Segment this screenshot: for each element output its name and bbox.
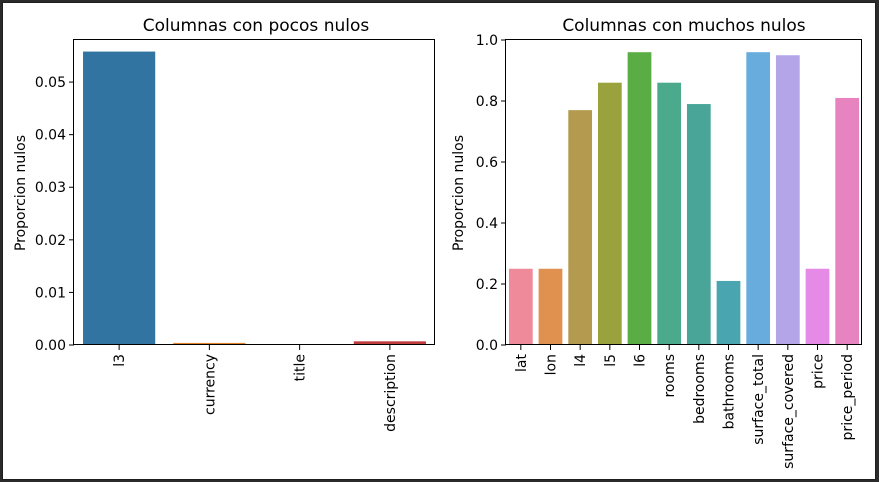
chart-right-ytick-label: 0.2	[476, 277, 498, 293]
chart-right-title: Columnas con muchos nulos	[562, 16, 805, 36]
chart-right-ytick-label: 0.4	[476, 216, 498, 232]
chart-left-ytick-label: 0.03	[35, 180, 66, 196]
chart-left-xticks: l3 currency title description	[112, 345, 399, 432]
chart-right-ytick-label: 0.6	[476, 155, 498, 171]
chart-left-bars	[83, 51, 426, 345]
chart-right-xtick-label: surface_covered	[781, 354, 797, 469]
figure-canvas: Columnas con pocos nulos Proporcion nulo…	[13, 16, 862, 469]
chart-right-bar-l6	[627, 52, 652, 345]
chart-left-xtick-label: description	[383, 354, 399, 432]
chart-right-bars	[508, 52, 860, 346]
chart-right-xtick-label: rooms	[662, 354, 678, 398]
chart-left-bar-currency	[173, 342, 246, 345]
chart-right-xtick-label: lon	[544, 354, 560, 375]
chart-left-ylabel: Proporcion nulos	[13, 135, 29, 251]
chart-right-xtick-label: l6	[633, 354, 649, 367]
chart-right-xtick-label: l5	[603, 354, 619, 367]
chart-left-xtick-label: title	[293, 354, 309, 381]
chart-right-bar-bedrooms	[686, 104, 711, 345]
chart-right-xtick-label: surface_total	[751, 354, 767, 445]
chart-right-ytick-label: 1.0	[476, 33, 498, 49]
chart-right-yticks: 0.0 0.2 0.4 0.6 0.8 1.0	[476, 33, 506, 354]
chart-left-ytick-label: 0.00	[35, 338, 66, 354]
chart-right-bar-price	[805, 268, 830, 345]
chart-right-bar-bathrooms	[716, 280, 741, 345]
chart-left-bar-l3	[83, 51, 156, 345]
chart-right-bar-rooms	[657, 82, 682, 345]
chart-right: Columnas con muchos nulos Proporcion nul…	[451, 16, 862, 469]
chart-right-frame	[505, 39, 862, 345]
chart-right-ytick-label: 0.0	[476, 338, 498, 354]
chart-right-bar-l4	[568, 110, 593, 346]
chart-right-bar-surface-total	[746, 52, 771, 345]
chart-right-xtick-label: bedrooms	[692, 354, 708, 424]
chart-left-yticks: 0.00 0.01 0.02 0.03 0.04 0.05	[35, 75, 74, 354]
chart-right-xtick-label: price_period	[840, 354, 856, 440]
chart-left: Columnas con pocos nulos Proporcion nulo…	[13, 16, 435, 432]
chart-right-ylabel: Proporcion nulos	[451, 135, 467, 251]
chart-left-ytick-label: 0.04	[35, 128, 66, 144]
chart-right-xtick-label: l4	[573, 354, 589, 367]
chart-right-bar-l5	[597, 82, 622, 345]
chart-left-ytick-label: 0.05	[35, 75, 66, 91]
chart-left-bar-description	[353, 341, 426, 345]
chart-right-xtick-label: lat	[514, 354, 530, 372]
chart-left-ytick-label: 0.01	[35, 285, 66, 301]
chart-right-bar-lon	[538, 268, 563, 345]
chart-left-xtick-label: l3	[112, 354, 128, 367]
chart-right-bar-price-period	[835, 97, 860, 345]
chart-left-xtick-label: currency	[202, 354, 218, 415]
chart-right-bar-surface-covered	[775, 55, 800, 345]
chart-right-xtick-label: price	[811, 354, 827, 389]
chart-right-bar-lat	[508, 268, 533, 345]
chart-left-frame	[73, 39, 435, 345]
chart-left-ytick-label: 0.02	[35, 233, 66, 249]
chart-right-ytick-label: 0.8	[476, 94, 498, 110]
chart-right-xtick-label: bathrooms	[722, 354, 738, 429]
chart-left-title: Columnas con pocos nulos	[143, 16, 370, 36]
chart-right-xticks: lat lon l4 l5 l6 rooms bedrooms bathrooms surfac…	[514, 345, 856, 469]
